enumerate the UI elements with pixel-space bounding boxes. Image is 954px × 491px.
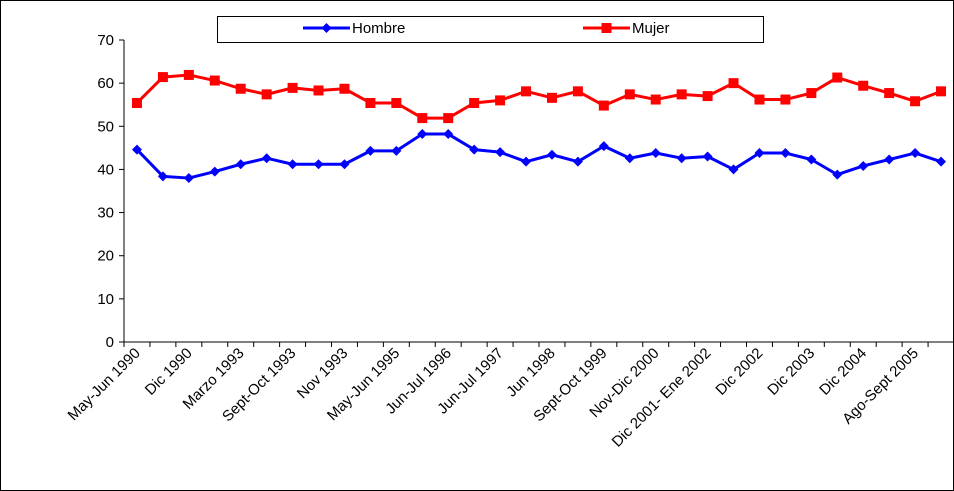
series-line-hombre bbox=[135, 132, 942, 180]
point-hombre bbox=[339, 159, 350, 170]
point-hombre bbox=[858, 160, 869, 171]
point-mujer bbox=[598, 100, 609, 111]
point-mujer bbox=[261, 89, 272, 100]
point-hombre bbox=[780, 148, 791, 159]
point-hombre bbox=[910, 148, 921, 159]
point-hombre bbox=[884, 154, 895, 165]
y-tick-label: 70 bbox=[97, 32, 114, 49]
y-tick-label: 20 bbox=[97, 248, 114, 265]
y-tick-label: 40 bbox=[97, 161, 114, 178]
point-mujer bbox=[157, 72, 168, 83]
point-hombre bbox=[417, 129, 428, 140]
legend-box bbox=[217, 16, 764, 43]
y-tick-label: 60 bbox=[97, 75, 114, 92]
point-mujer bbox=[624, 89, 635, 100]
point-hombre bbox=[521, 156, 532, 167]
point-mujer bbox=[443, 113, 454, 124]
legend-label-mujer: Mujer bbox=[632, 20, 670, 37]
point-mujer bbox=[728, 78, 739, 89]
y-tick-label: 30 bbox=[97, 205, 114, 222]
legend-marker-hombre bbox=[321, 23, 332, 33]
point-mujer bbox=[287, 82, 298, 93]
point-mujer bbox=[858, 80, 869, 91]
point-mujer bbox=[313, 85, 324, 96]
point-hombre bbox=[936, 156, 947, 167]
point-mujer bbox=[806, 88, 817, 99]
point-hombre bbox=[469, 144, 480, 155]
series-group bbox=[131, 69, 947, 184]
point-mujer bbox=[183, 69, 194, 80]
y-tick-label: 0 bbox=[106, 334, 114, 351]
legend-marker-mujer bbox=[601, 23, 612, 33]
point-hombre bbox=[157, 171, 168, 182]
point-hombre bbox=[546, 149, 557, 160]
point-hombre bbox=[131, 144, 142, 155]
y-tick-label: 10 bbox=[97, 291, 114, 308]
point-mujer bbox=[754, 94, 765, 105]
point-mujer bbox=[339, 83, 350, 94]
point-hombre bbox=[676, 153, 687, 164]
point-mujer bbox=[131, 97, 142, 108]
point-mujer bbox=[884, 88, 895, 99]
legend-label-hombre: Hombre bbox=[352, 20, 405, 37]
point-hombre bbox=[261, 153, 272, 164]
point-hombre bbox=[209, 166, 220, 177]
point-hombre bbox=[183, 173, 194, 184]
point-hombre bbox=[650, 148, 661, 159]
point-hombre bbox=[832, 169, 843, 180]
point-hombre bbox=[391, 145, 402, 156]
point-hombre bbox=[702, 151, 713, 162]
point-mujer bbox=[235, 83, 246, 94]
point-mujer bbox=[495, 95, 506, 106]
point-mujer bbox=[832, 72, 843, 83]
point-hombre bbox=[572, 156, 583, 167]
point-mujer bbox=[417, 113, 428, 124]
point-mujer bbox=[546, 92, 557, 103]
point-hombre bbox=[365, 145, 376, 156]
point-mujer bbox=[676, 89, 687, 100]
point-mujer bbox=[521, 86, 532, 97]
point-hombre bbox=[806, 154, 817, 165]
point-mujer bbox=[910, 96, 921, 107]
point-hombre bbox=[235, 159, 246, 170]
point-mujer bbox=[936, 86, 947, 97]
point-hombre bbox=[443, 129, 454, 140]
point-hombre bbox=[728, 164, 739, 175]
point-hombre bbox=[624, 153, 635, 164]
point-mujer bbox=[391, 97, 402, 108]
point-mujer bbox=[780, 94, 791, 105]
point-hombre bbox=[313, 159, 324, 170]
point-hombre bbox=[598, 141, 609, 152]
point-mujer bbox=[572, 86, 583, 97]
point-hombre bbox=[287, 159, 298, 170]
point-mujer bbox=[365, 97, 376, 108]
legend: Hombre Mujer bbox=[217, 16, 764, 43]
y-tick-label: 50 bbox=[97, 118, 114, 135]
point-hombre bbox=[495, 147, 506, 158]
point-mujer bbox=[469, 97, 480, 108]
point-hombre bbox=[754, 148, 765, 159]
point-mujer bbox=[209, 75, 220, 86]
point-mujer bbox=[650, 94, 661, 105]
point-mujer bbox=[702, 91, 713, 102]
